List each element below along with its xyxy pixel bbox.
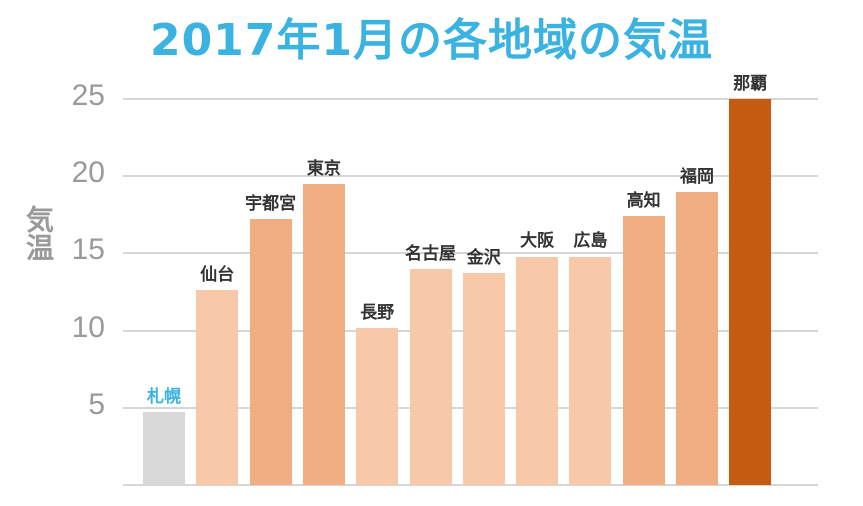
y-tick-label: 10 [71, 310, 105, 344]
y-axis-label: 気温 [22, 205, 55, 261]
bar-label: 広島 [573, 231, 608, 252]
bar-label: 東京 [306, 158, 341, 179]
y-tick-label: 25 [71, 79, 105, 112]
bar-label: 仙台 [200, 265, 235, 286]
bar-label: 金沢 [466, 248, 501, 269]
y-tick-label: 20 [71, 156, 105, 190]
y-tick-label: 5 [88, 387, 105, 421]
bar [462, 273, 505, 485]
bar-label: 宇都宮 [245, 194, 297, 215]
bar [143, 412, 185, 485]
bar [249, 219, 292, 485]
bar [302, 183, 345, 485]
bar [622, 216, 665, 485]
bar-label: 長野 [360, 302, 395, 323]
bar [356, 327, 399, 485]
bar-label: 高知 [626, 191, 661, 212]
bar [196, 290, 239, 485]
y-tick-label: 15 [71, 233, 105, 267]
gridline [123, 484, 818, 486]
chart-title: 2017年1月の各地域の気温 [149, 15, 714, 66]
bar [516, 256, 559, 485]
bar [409, 268, 452, 485]
bar-label: 大阪 [520, 231, 555, 252]
bar-label: 福岡 [680, 166, 714, 187]
bar-label: 那覇 [733, 74, 768, 94]
bar-label: 札幌 [147, 387, 181, 408]
bar-label: 名古屋 [405, 243, 456, 264]
bar [729, 99, 772, 485]
gridline [123, 98, 818, 100]
bar [676, 191, 718, 485]
bar [569, 256, 612, 485]
gridline [123, 175, 818, 178]
gridline [123, 252, 818, 255]
plot-area: 札幌 仙台 宇都宮 東京長野 名古屋 金沢 大阪 広島 高知 福岡 那覇 [123, 74, 818, 486]
